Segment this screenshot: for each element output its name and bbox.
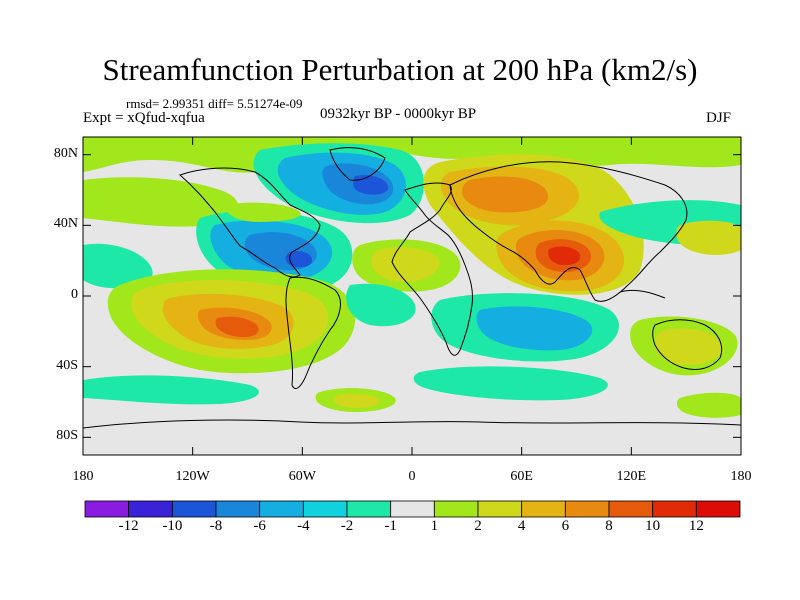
figure-title: Streamfunction Perturbation at 200 hPa (…: [102, 52, 698, 87]
longitude-tick-label: 180: [730, 469, 752, 484]
longitude-tick-label: 120W: [175, 469, 210, 484]
contour-negative-south-pacific-west: [346, 283, 416, 327]
experiment-label: Expt = xQfud-xqfua: [83, 110, 205, 126]
colorbar-label: -12: [118, 518, 139, 534]
contour-positive-west-pacific: [83, 177, 239, 227]
colorbar-swatch: [477, 500, 523, 518]
colorbar-swatch: [433, 500, 479, 518]
coastlines: [83, 147, 741, 429]
contour-positive-africa-2: [371, 247, 440, 283]
contour-positive-southern-ocean-2: [333, 393, 381, 408]
latitude-tick-label: 0: [71, 287, 78, 302]
colorbar-label: 12: [688, 518, 704, 534]
latitude-tick-label: 80N: [53, 145, 78, 161]
latitude-tick-label: 40N: [53, 216, 78, 232]
colorbar-swatch: [390, 500, 435, 518]
longitude-tick-label: 120E: [616, 469, 647, 484]
colorbar-label: 2: [474, 518, 482, 534]
colorbar-swatch: [128, 500, 173, 518]
colorbar-swatch: [564, 500, 610, 518]
season-label: DJF: [706, 110, 732, 126]
period-label: 0932kyr BP - 0000kyr BP: [320, 106, 477, 122]
contour-positive-australia-2: [655, 328, 723, 366]
colorbar-swatch: [84, 500, 130, 518]
colorbar-swatch: [215, 500, 261, 518]
contour-positive-south-america-core: [215, 316, 259, 338]
colorbar-swatch: [302, 500, 348, 518]
longitude-tick-label: 60E: [510, 469, 533, 484]
longitude-tick-label: 60W: [288, 469, 316, 484]
contour-positive-southern-ocean-east: [676, 392, 741, 418]
colorbar-label: -1: [384, 518, 397, 534]
colorbar-swatch: [171, 500, 217, 518]
colorbar-label: 1: [430, 518, 439, 534]
colorbar-label: -6: [253, 518, 266, 534]
colorbar-label: 6: [561, 518, 570, 534]
colorbar-swatch: [695, 500, 741, 518]
contour-negative-southern-ocean-west: [83, 375, 259, 405]
contour-positive-gulf: [225, 202, 301, 222]
colorbar-label: -8: [209, 518, 223, 534]
colorbar-label: -2: [340, 518, 354, 534]
map-tick-marks: [82, 137, 742, 455]
latitude-tick-label: 40S: [56, 357, 78, 373]
colorbar-swatch: [652, 500, 697, 518]
colorbar-label: 4: [517, 518, 526, 534]
contour-negative-south-indian-2: [476, 306, 593, 351]
statistics-line: rmsd= 2.99351 diff= 5.51274e-09: [126, 96, 303, 111]
contour-positive-tibet-core: [548, 246, 581, 266]
colorbar-label: 8: [605, 518, 613, 534]
contour-positive-asia-3: [462, 176, 549, 213]
colorbar-swatch: [608, 500, 654, 518]
contour-positive-pacific: [676, 220, 741, 255]
latitude-tick-label: 80S: [56, 428, 78, 444]
colorbar-swatch: [521, 500, 566, 518]
contour-negative-east-pacific: [83, 243, 153, 289]
colorbar-swatch: [346, 500, 392, 518]
contour-negative-southern-ocean-central: [413, 366, 608, 401]
contour-field: [83, 137, 741, 429]
contour-negative-north-america-core: [285, 250, 312, 268]
colorbar-label: 10: [645, 518, 661, 534]
colorbar-label: -10: [162, 518, 183, 534]
longitude-tick-label: 0: [408, 469, 416, 484]
longitude-tick-label: 180: [72, 469, 94, 484]
colorbar-label: -4: [297, 518, 310, 534]
colorbar-swatch: [259, 500, 304, 518]
colorbar: [84, 500, 741, 518]
contour-negative-greenland-core: [353, 175, 389, 195]
